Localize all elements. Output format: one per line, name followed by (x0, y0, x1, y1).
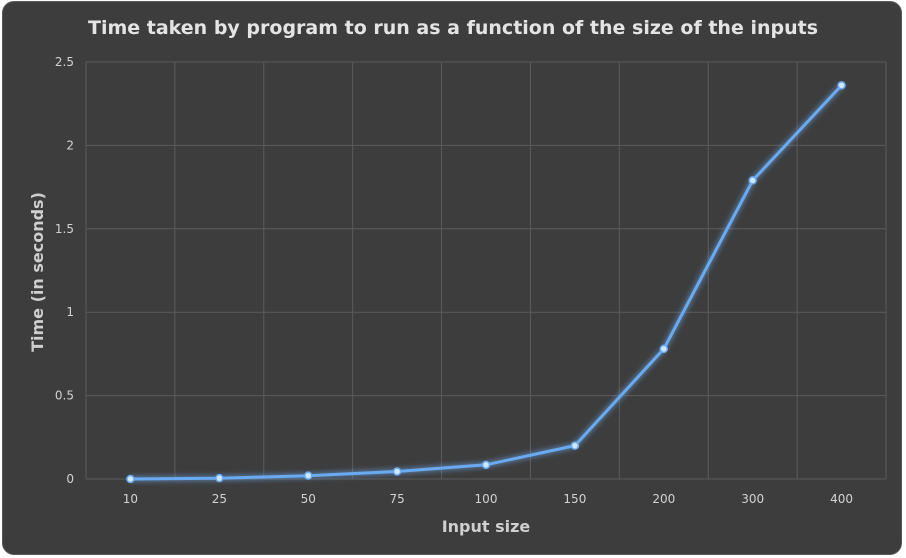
data-point (659, 344, 669, 354)
data-point (748, 176, 757, 185)
y-axis-ticks: 0 0.5 1 1.5 2 2.5 (55, 55, 74, 486)
x-tick-label: 25 (212, 492, 227, 506)
x-tick-label: 300 (741, 492, 764, 506)
y-tick-label: 2.5 (55, 55, 74, 69)
y-tick-label: 0.5 (55, 389, 74, 403)
data-point (303, 471, 313, 480)
data-point (215, 473, 224, 483)
x-tick-label: 100 (475, 492, 498, 506)
chart-title: Time taken by program to run as a functi… (88, 17, 818, 39)
x-axis-title: Input size (442, 517, 531, 536)
data-point (837, 81, 846, 90)
data-point (570, 441, 580, 450)
y-tick-label: 1.5 (55, 222, 74, 236)
data-point (126, 474, 135, 484)
x-tick-label: 150 (563, 492, 586, 506)
x-tick-label: 200 (652, 492, 675, 506)
series-line (128, 83, 844, 481)
y-tick-label: 1 (66, 305, 74, 319)
data-point (392, 467, 402, 476)
x-tick-label: 50 (301, 492, 316, 506)
y-tick-label: 0 (66, 472, 74, 486)
y-tick-label: 2 (66, 138, 74, 152)
line-chart: 0 0.5 1 1.5 2 2.5 10 25 50 75 100 150 200 300 400 Tim… (28, 17, 887, 536)
x-tick-label: 75 (389, 492, 404, 506)
data-point (481, 460, 491, 470)
data-points (126, 81, 846, 484)
grid (85, 61, 887, 480)
x-axis-ticks: 10 25 50 75 100 150 200 300 400 (123, 492, 853, 506)
x-tick-label: 400 (830, 492, 853, 506)
series (128, 83, 844, 481)
x-tick-label: 10 (123, 492, 138, 506)
y-axis-title: Time (in seconds) (28, 192, 47, 352)
